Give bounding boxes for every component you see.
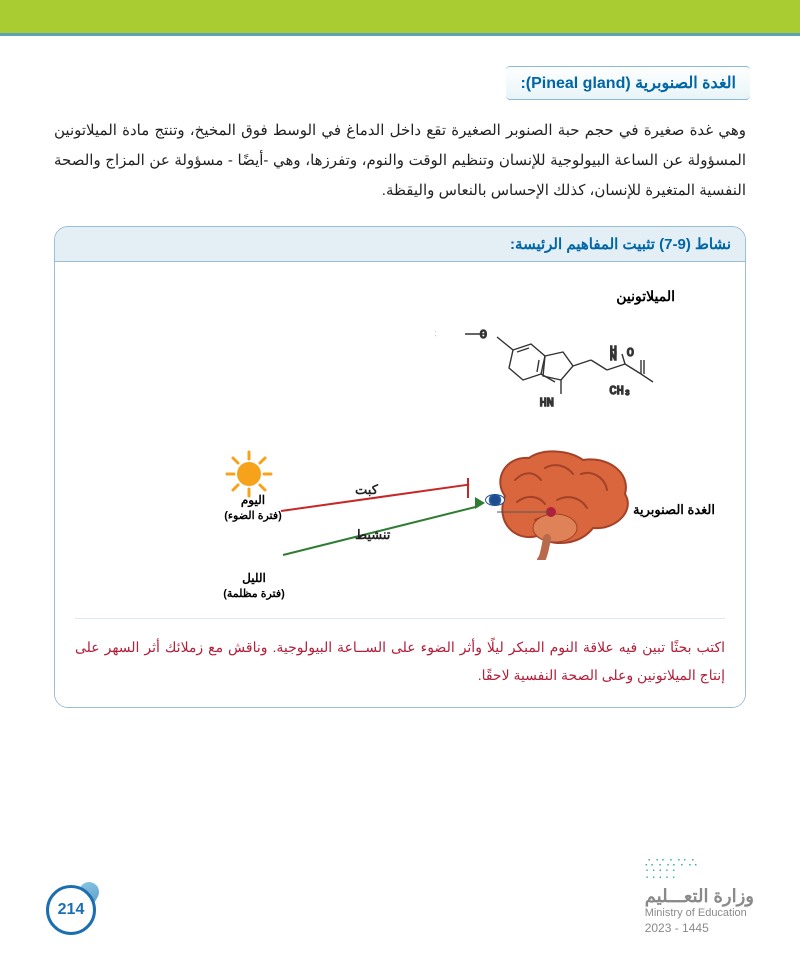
activity-header: نشاط (9-7) تثبيت المفاهيم الرئيسة: (55, 227, 745, 262)
page-number: 214 (58, 901, 85, 919)
moon-labels: الليل (فترة مظلمة) (219, 570, 289, 602)
ministry-name-en: Ministry of Education (645, 907, 754, 919)
eye-icon (485, 494, 505, 506)
ministry-name-ar: وزارة التعـــليم (645, 886, 754, 907)
activity-question: اكتب بحثًا تبين فيه علاقة النوم المبكر ل… (75, 618, 725, 689)
melatonin-label: الميلاتونين (616, 288, 675, 305)
ministry-year: 2023 - 1445 (645, 921, 754, 935)
intro-paragraph: وهي غدة صغيرة في حجم حبة الصنوبر الصغيرة… (54, 116, 746, 206)
page-content: الغدة الصنوبرية (Pineal gland): وهي غدة … (0, 36, 800, 708)
brain-illustration (485, 450, 635, 560)
svg-text:N: N (610, 350, 617, 364)
activity-box: نشاط (9-7) تثبيت المفاهيم الرئيسة: الميل… (54, 226, 746, 708)
section-title-block: الغدة الصنوبرية (Pineal gland): (506, 66, 750, 100)
inhibit-arrow-block (467, 478, 469, 498)
pineal-gland-label: الغدة الصنوبرية (633, 502, 715, 518)
sun-icon (225, 450, 273, 498)
svg-text:HN: HN (540, 396, 554, 410)
ministry-dots-icon: ∴∵∴∵∴·········· (645, 859, 754, 880)
activate-label: تنشيط (355, 527, 390, 543)
activity-body: الميلاتونين H₃C O HN (55, 262, 745, 707)
top-bar (0, 0, 800, 36)
svg-text:O: O (480, 328, 487, 342)
dark-period-label: (فترة مظلمة) (219, 587, 289, 602)
svg-text:O: O (627, 346, 634, 360)
diagram: الميلاتونين H₃C O HN (85, 282, 715, 612)
melatonin-molecule: H₃C O HN H (435, 316, 655, 426)
title-ar: الغدة الصنوبرية (635, 75, 736, 92)
ministry-logo-block: ∴∵∴∵∴·········· وزارة التعـــليم Ministr… (645, 859, 754, 935)
page-number-badge: 214 (46, 885, 96, 935)
svg-text:CH₃: CH₃ (609, 384, 631, 398)
sun-labels: اليوم (فترة الضوء) (213, 492, 293, 524)
day-label: اليوم (213, 492, 293, 509)
activate-arrow-head (475, 497, 485, 509)
title-en: (Pineal gland) (526, 75, 631, 92)
page-footer: ∴∵∴∵∴·········· وزارة التعـــليم Ministr… (46, 859, 754, 935)
inhibit-label: كبت (355, 482, 378, 498)
night-label: الليل (219, 570, 289, 587)
section-title: الغدة الصنوبرية (Pineal gland): (520, 75, 736, 92)
